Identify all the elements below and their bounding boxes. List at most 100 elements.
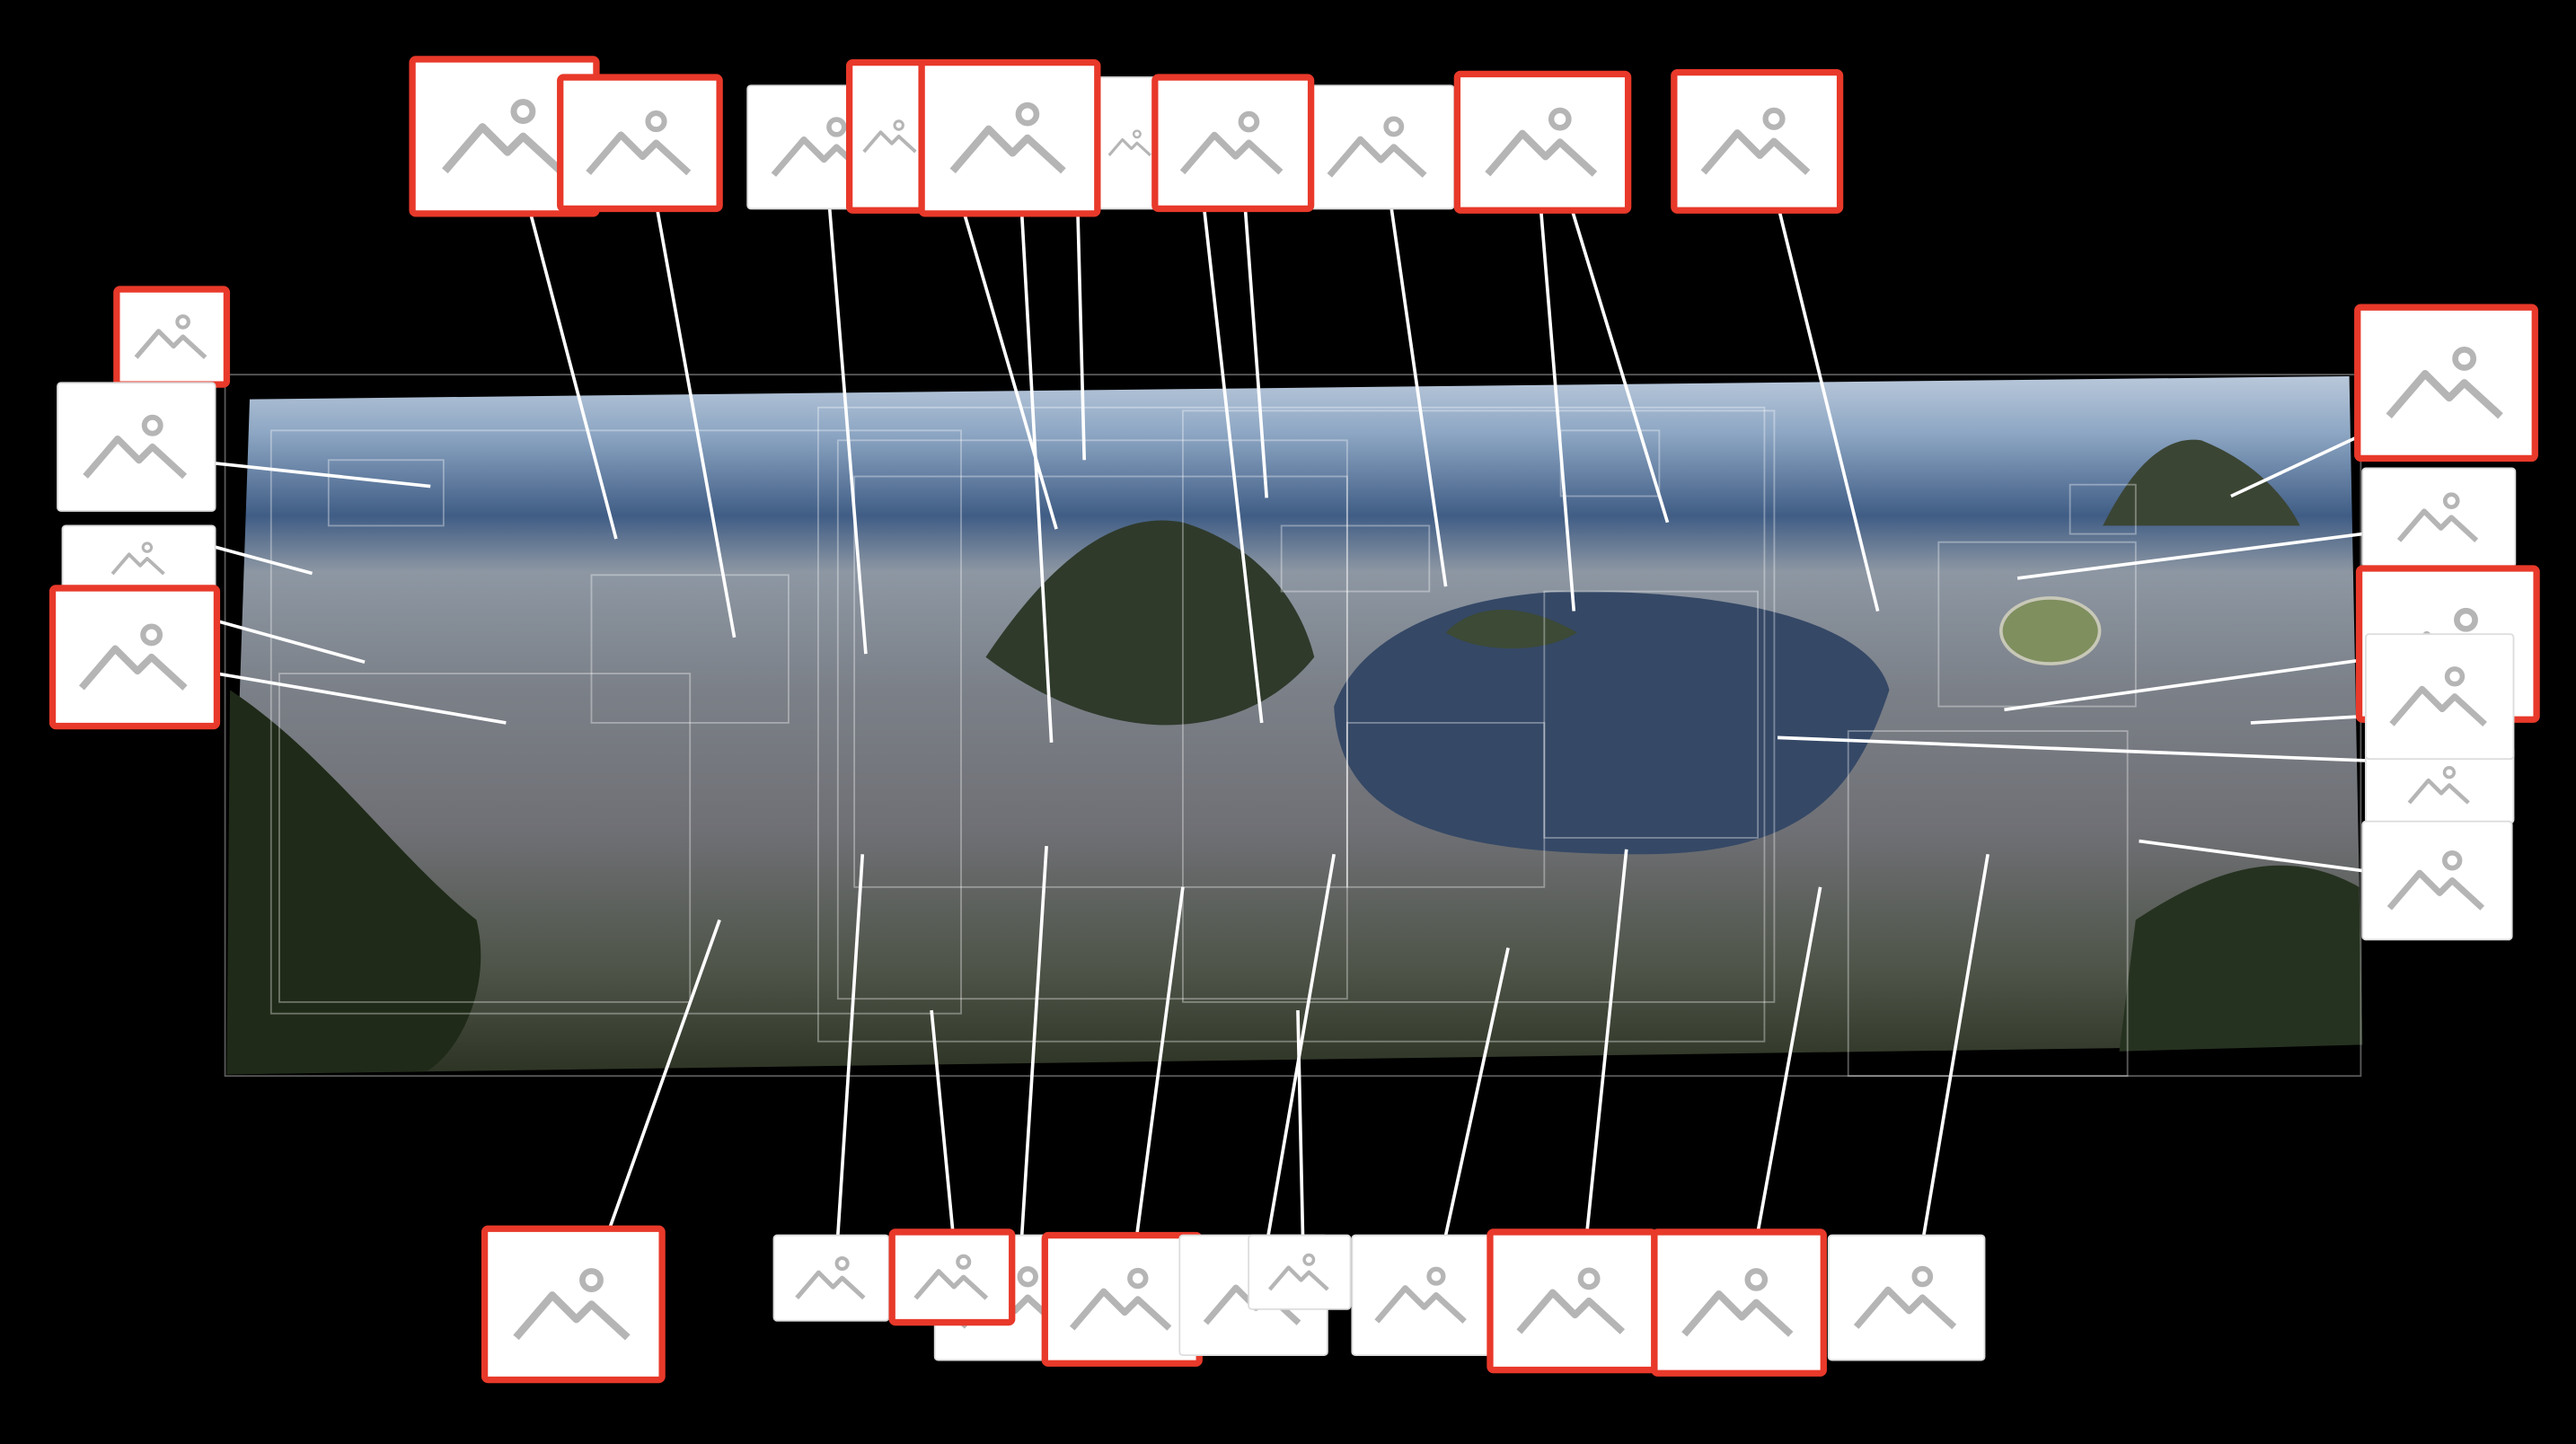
mountain bbox=[985, 520, 1315, 726]
thumbnail[interactable] bbox=[49, 585, 221, 730]
thumbnail[interactable] bbox=[557, 74, 723, 213]
thumbnail-frame bbox=[2361, 467, 2517, 568]
thumbnail[interactable] bbox=[2354, 304, 2538, 462]
thumbnail[interactable] bbox=[61, 524, 216, 593]
panorama-image bbox=[226, 375, 2363, 1075]
thumbnail[interactable] bbox=[772, 1234, 890, 1322]
frame-outline bbox=[327, 459, 445, 527]
frame-outline bbox=[224, 374, 2362, 1078]
thumbnail-frame bbox=[1248, 1234, 1352, 1310]
frame-outline bbox=[269, 429, 962, 1015]
leader-line bbox=[1134, 886, 1185, 1236]
thumbnail-frame bbox=[2361, 820, 2513, 941]
thumbnail-frame bbox=[918, 58, 1101, 217]
thumbnail[interactable] bbox=[113, 286, 231, 388]
thumbnail[interactable] bbox=[1248, 1234, 1352, 1310]
leader-line bbox=[930, 1009, 955, 1233]
frame-outline bbox=[853, 475, 1348, 888]
leader-line bbox=[1296, 1009, 1305, 1236]
leader-line bbox=[962, 213, 1058, 530]
thumbnail[interactable] bbox=[1486, 1228, 1658, 1374]
leader-line bbox=[1076, 208, 1087, 461]
island bbox=[1445, 609, 1577, 649]
thumbnail-frame bbox=[1651, 1228, 1827, 1377]
thumbnail[interactable] bbox=[1041, 1231, 1203, 1367]
thumbnail-frame bbox=[57, 382, 216, 512]
leader-line bbox=[1019, 213, 1054, 743]
leader-line bbox=[1266, 853, 1337, 1236]
thumbnail[interactable] bbox=[2361, 467, 2517, 568]
leader-line bbox=[2250, 714, 2366, 725]
thumbnail-frame bbox=[2364, 633, 2515, 761]
leader-line bbox=[836, 854, 865, 1236]
frame-outline bbox=[590, 574, 790, 724]
thumbnail-frame bbox=[481, 1225, 666, 1384]
frame-outline bbox=[1345, 721, 1546, 888]
leader-line bbox=[1777, 735, 2366, 762]
leader-line bbox=[1389, 208, 1448, 587]
thumbnail[interactable] bbox=[1151, 74, 1315, 213]
leader-line bbox=[1570, 209, 1670, 524]
frame-outline bbox=[2069, 483, 2137, 535]
thumbnail[interactable] bbox=[1671, 68, 1844, 214]
thumbnail-frame bbox=[49, 585, 221, 730]
thumbnail-frame bbox=[1301, 84, 1455, 210]
leader-line bbox=[655, 208, 737, 638]
leader-line bbox=[1443, 947, 1510, 1236]
frame-outline bbox=[1543, 590, 1760, 839]
lagoon bbox=[1334, 591, 1890, 855]
leader-line bbox=[1922, 853, 1989, 1236]
thumbnail[interactable] bbox=[57, 382, 216, 512]
thumbnail[interactable] bbox=[2364, 633, 2515, 761]
thumbnails bbox=[49, 56, 2540, 1384]
thumbnail-frame bbox=[772, 1234, 890, 1322]
thumbnail-frame bbox=[113, 286, 231, 388]
foreground-trees bbox=[226, 690, 481, 1075]
thumbnail[interactable] bbox=[918, 58, 1101, 217]
thumbnail[interactable] bbox=[1351, 1234, 1493, 1357]
thumbnail-frame bbox=[2354, 304, 2538, 462]
peak bbox=[2103, 439, 2300, 526]
thumbnail[interactable] bbox=[1651, 1228, 1827, 1377]
leader-line bbox=[215, 545, 313, 576]
leader-line bbox=[215, 462, 431, 489]
frame-outline bbox=[1847, 730, 2129, 1078]
frame-outline bbox=[1182, 409, 1776, 1003]
leader-line bbox=[607, 919, 721, 1229]
thumbnail-frame bbox=[1486, 1228, 1658, 1374]
leader-line bbox=[2230, 435, 2359, 498]
thumbnail-frame bbox=[61, 524, 216, 593]
leader-line bbox=[1778, 209, 1880, 612]
leader-line bbox=[1243, 208, 1269, 498]
thumbnail[interactable] bbox=[888, 1228, 1016, 1326]
thumbnail-frame bbox=[1827, 1234, 1986, 1361]
leader-line bbox=[827, 208, 868, 655]
leader-line bbox=[1202, 208, 1264, 724]
leader-line bbox=[2139, 839, 2363, 873]
thumbnail-frame bbox=[1453, 70, 1632, 214]
leader-line bbox=[1756, 886, 1822, 1233]
frame-outline bbox=[816, 406, 1766, 1043]
frame-outline bbox=[836, 439, 1348, 1000]
frame-outline bbox=[278, 673, 692, 1003]
thumbnail[interactable] bbox=[1453, 70, 1632, 214]
hillside bbox=[2119, 865, 2363, 1052]
thumbnail[interactable] bbox=[1827, 1234, 1986, 1361]
racetrack bbox=[1998, 596, 2102, 665]
leader-lines bbox=[215, 208, 2366, 1236]
thumbnail[interactable] bbox=[2361, 820, 2513, 941]
leader-line bbox=[1539, 210, 1576, 612]
leader-line bbox=[529, 213, 618, 540]
thumbnail[interactable] bbox=[1301, 84, 1455, 210]
leader-line bbox=[216, 672, 507, 725]
frame-outline bbox=[1280, 524, 1431, 593]
leader-line bbox=[1019, 845, 1048, 1236]
leader-line bbox=[2016, 532, 2363, 580]
thumbnail-frame bbox=[1151, 74, 1315, 213]
thumbnail-frame bbox=[1671, 68, 1844, 214]
panorama bbox=[224, 374, 2363, 1078]
thumbnail[interactable] bbox=[481, 1225, 666, 1384]
leader-line bbox=[2004, 658, 2360, 712]
thumbnail-frame bbox=[888, 1228, 1016, 1326]
